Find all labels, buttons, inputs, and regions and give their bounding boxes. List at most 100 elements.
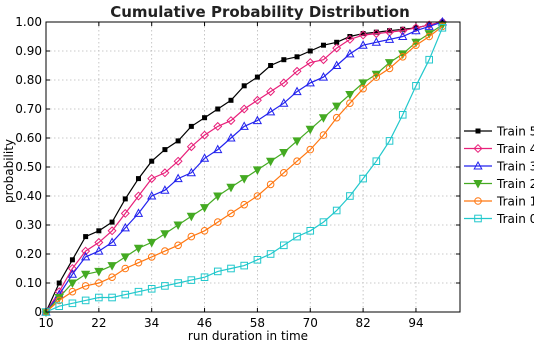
legend-entry: Train 4 xyxy=(464,142,534,156)
data-point xyxy=(68,299,77,308)
series-train-4 xyxy=(41,17,447,317)
data-point xyxy=(372,73,381,81)
data-point xyxy=(81,246,91,256)
legend-entry: Train 5 xyxy=(464,125,534,139)
legend-entry: Train 2 xyxy=(464,177,534,191)
x-tick-label: 34 xyxy=(144,316,159,330)
data-point xyxy=(332,113,341,122)
data-point xyxy=(412,41,420,50)
data-point xyxy=(95,279,103,287)
data-point xyxy=(411,25,421,35)
data-point xyxy=(122,196,128,202)
legend-marker xyxy=(474,214,482,223)
legend-marker xyxy=(474,197,482,205)
data-point xyxy=(266,180,275,189)
data-point xyxy=(424,21,434,30)
data-point xyxy=(226,183,236,193)
data-point xyxy=(200,227,209,235)
data-point xyxy=(213,267,222,276)
x-tick-label: 82 xyxy=(355,316,370,330)
data-point xyxy=(173,156,183,166)
data-point xyxy=(425,32,433,41)
data-point xyxy=(147,253,156,261)
data-point xyxy=(292,86,302,96)
data-point xyxy=(226,132,236,142)
data-point xyxy=(67,269,78,278)
x-tick-label: 10 xyxy=(38,316,53,330)
y-tick-label: 1.00 xyxy=(15,15,42,29)
data-point xyxy=(121,290,130,299)
data-point xyxy=(398,26,408,36)
data-point xyxy=(200,273,209,281)
data-point xyxy=(199,153,210,162)
data-point xyxy=(347,34,353,39)
data-point xyxy=(147,174,157,184)
data-point xyxy=(68,287,77,296)
data-point xyxy=(319,131,328,139)
data-point xyxy=(173,173,183,183)
data-point xyxy=(359,84,367,93)
y-tick-label: 0.90 xyxy=(15,44,42,58)
data-point xyxy=(332,206,341,215)
series-line xyxy=(45,21,443,313)
x-axis-label: run duration in time xyxy=(188,329,308,343)
data-point xyxy=(226,116,236,126)
data-point xyxy=(345,34,355,44)
y-tick-label: 0.30 xyxy=(15,218,42,232)
data-point xyxy=(293,232,301,241)
data-point xyxy=(320,42,326,48)
y-tick-label: 0 xyxy=(34,305,42,319)
data-point xyxy=(135,176,141,182)
y-tick-label: 0.10 xyxy=(15,276,42,290)
data-point xyxy=(252,95,262,105)
y-tick-label: 0.60 xyxy=(15,131,42,145)
data-point xyxy=(252,166,263,175)
x-tick-label: 58 xyxy=(250,316,265,330)
data-point xyxy=(162,147,168,153)
data-point xyxy=(161,282,169,290)
data-point xyxy=(94,267,104,277)
legend-label: Train 5 xyxy=(496,125,534,139)
data-point xyxy=(279,78,289,88)
data-point xyxy=(107,262,117,271)
data-point xyxy=(147,238,157,248)
data-point xyxy=(134,258,143,267)
data-point xyxy=(306,227,315,235)
data-point xyxy=(318,114,329,123)
data-point xyxy=(265,157,276,167)
data-point xyxy=(332,60,342,69)
data-point xyxy=(213,218,222,226)
series-line xyxy=(45,25,443,313)
data-point xyxy=(174,241,182,250)
series-train-1 xyxy=(42,22,447,316)
data-point xyxy=(280,169,288,177)
data-point xyxy=(253,192,262,200)
data-point xyxy=(81,282,90,290)
data-point xyxy=(319,218,328,226)
data-point xyxy=(80,270,91,280)
data-point xyxy=(56,280,62,286)
x-tick-label: 22 xyxy=(91,316,106,330)
data-point xyxy=(292,137,302,146)
data-point xyxy=(186,142,196,152)
y-tick-label: 0.70 xyxy=(15,102,42,116)
data-point xyxy=(55,296,64,305)
data-point xyxy=(253,256,262,264)
y-tick-label: 0.20 xyxy=(15,247,42,261)
data-point xyxy=(279,149,289,158)
data-point xyxy=(147,285,156,293)
data-point xyxy=(425,55,433,64)
legend-marker xyxy=(475,128,481,134)
data-point xyxy=(346,192,354,200)
data-point xyxy=(398,31,408,40)
data-point xyxy=(161,247,169,255)
data-point xyxy=(318,72,329,81)
data-point xyxy=(305,58,315,68)
data-point xyxy=(80,251,91,261)
data-point xyxy=(160,230,170,239)
data-point xyxy=(241,83,247,89)
x-tick-label: 94 xyxy=(408,316,423,330)
plot-background xyxy=(46,22,460,312)
data-point xyxy=(187,232,196,241)
data-point xyxy=(55,302,64,310)
